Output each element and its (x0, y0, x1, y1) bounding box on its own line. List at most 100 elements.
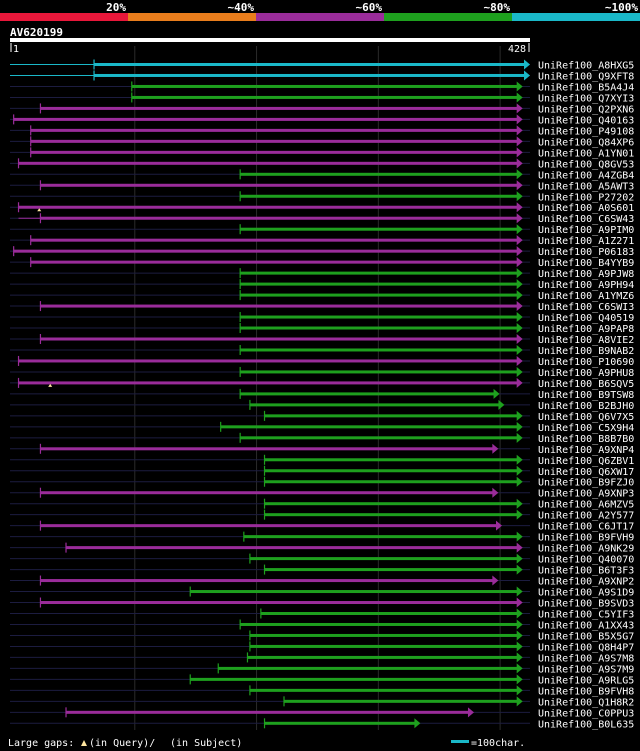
hit-end-arrow (524, 59, 530, 70)
hit-bar (94, 63, 525, 66)
hit-row: UniRef100_Q6XW17 (10, 465, 634, 478)
hit-bar (240, 436, 518, 440)
hit-row: UniRef100_Q8H4P7 (10, 641, 634, 653)
legend-label-2: ~40% (228, 1, 255, 14)
hit-row: UniRef100_Q6ZBV1 (10, 454, 634, 467)
hit-bar (247, 655, 518, 659)
hit-label: UniRef100_B9FZJ0 (538, 478, 634, 489)
hit-row: UniRef100_Q2PXN6 (10, 103, 634, 115)
hit-row: UniRef100_A1XX43 (10, 619, 634, 631)
hit-label: UniRef100_C5YIF3 (538, 610, 634, 621)
identity-legend: 20% ~40% ~60% ~80% ~100% (0, 1, 640, 21)
hit-end-arrow (516, 564, 523, 575)
hit-end-arrow (516, 224, 523, 235)
hit-row: UniRef100_Q7XYI3 (10, 92, 634, 104)
hit-bar (240, 293, 518, 297)
hit-end-arrow (516, 421, 523, 432)
hit-row: UniRef100_P49108 (10, 125, 634, 137)
hit-label: UniRef100_P49108 (538, 126, 634, 137)
hit-row: UniRef100_C5YIF3 (10, 608, 634, 621)
hit-label: UniRef100_B6T3F3 (538, 566, 634, 577)
hit-row: UniRef100_A9S1D9 (10, 586, 634, 599)
hit-label: UniRef100_C5X9H4 (538, 423, 634, 434)
hit-row: UniRef100_A6MZV5 (10, 498, 634, 511)
hit-end-arrow (516, 674, 523, 685)
hit-end-arrow (516, 498, 523, 509)
hit-row: UniRef100_Q84XP6 (10, 136, 634, 148)
hit-end-arrow (516, 290, 523, 301)
hit-end-arrow (516, 619, 523, 630)
hit-bar (18, 161, 518, 165)
hit-label: UniRef100_Q7XYI3 (538, 93, 634, 104)
legend-label-4: ~80% (484, 1, 511, 14)
hit-label: UniRef100_A1YN01 (538, 148, 634, 159)
hit-row: UniRef100_Q40163 (10, 114, 634, 126)
hit-label: UniRef100_A9PH94 (538, 280, 634, 291)
hit-row: UniRef100_C0PPU3 (10, 707, 634, 719)
hit-end-arrow (516, 147, 523, 158)
hit-bar (30, 128, 518, 132)
hit-bar (264, 721, 416, 725)
hit-bar (284, 699, 518, 703)
hit-label: UniRef100_A8VIE2 (538, 335, 634, 346)
hit-bar (218, 666, 518, 670)
hit-end-arrow (516, 114, 523, 125)
hit-row: UniRef100_A9XNP2 (10, 575, 634, 588)
hit-label: UniRef100_B4YYB9 (538, 258, 634, 269)
hit-bar (18, 205, 518, 209)
hit-label: UniRef100_A9S7M8 (538, 653, 634, 664)
hit-label: UniRef100_Q9XFT8 (538, 71, 634, 82)
hit-label: UniRef100_B9FVH9 (538, 533, 634, 544)
hit-row: UniRef100_A9PAP8 (10, 323, 634, 335)
hit-label: UniRef100_A5AWT3 (538, 181, 634, 192)
hit-label: UniRef100_A2Y577 (538, 511, 634, 522)
hit-bar (249, 633, 518, 637)
hit-bar (40, 337, 518, 341)
hit-end-arrow (516, 608, 523, 619)
hit-bar (40, 106, 518, 110)
hit-label: UniRef100_Q1H8R2 (538, 697, 634, 708)
hit-end-arrow (516, 597, 523, 608)
hit-label: UniRef100_C6SW43 (538, 214, 634, 225)
hit-end-arrow (516, 312, 523, 323)
hit-row: UniRef100_A9PJW8 (10, 268, 634, 280)
hit-bar (40, 524, 497, 528)
hit-row: UniRef100_A9XNP4 (10, 443, 634, 456)
hit-bar (40, 304, 518, 308)
hit-row: UniRef100_B9FVH8 (10, 685, 634, 697)
hit-bar (249, 644, 518, 648)
hit-end-arrow (516, 334, 523, 344)
hit-row: UniRef100_B9SVD3 (10, 597, 634, 610)
hit-end-arrow (516, 125, 523, 136)
hit-bar (240, 392, 495, 396)
hit-end-arrow (467, 707, 474, 718)
hit-end-arrow (498, 399, 505, 410)
hit-bar (40, 491, 494, 495)
gaps-query-label: (in Query)/ (89, 738, 155, 749)
hit-label: UniRef100_Q8H4P7 (538, 642, 634, 653)
hit-label: UniRef100_P27202 (538, 192, 634, 203)
hit-label: UniRef100_A9RLG5 (538, 675, 634, 686)
hit-end-arrow (516, 235, 523, 246)
hit-row: UniRef100_C6JT17 (10, 520, 634, 533)
hit-end-arrow (516, 191, 523, 202)
hit-row: UniRef100_B9FVH9 (10, 531, 634, 544)
hit-row: UniRef100_A1YMZ6 (10, 290, 634, 302)
hit-end-arrow (516, 92, 523, 103)
hit-label: UniRef100_P06183 (538, 247, 634, 258)
hit-label: UniRef100_B2BJH0 (538, 401, 634, 412)
legend-swatch-1 (0, 13, 128, 21)
hit-label: UniRef100_A9S7M9 (538, 664, 634, 675)
hit-bar (131, 84, 518, 88)
hit-label: UniRef100_A9XNP3 (538, 489, 634, 500)
hit-bar (190, 590, 518, 594)
hit-row: UniRef100_A8HXG5 (10, 59, 634, 72)
hit-label: UniRef100_A9PJW8 (538, 269, 634, 280)
hit-label: UniRef100_Q84XP6 (538, 137, 634, 148)
hit-end-arrow (516, 279, 523, 290)
hit-end-arrow (492, 487, 499, 498)
hit-row: UniRef100_A9NK29 (10, 542, 634, 555)
hit-bar (131, 95, 518, 99)
hit-row: UniRef100_P10690 (10, 355, 634, 368)
legend-swatch-3 (256, 13, 384, 21)
